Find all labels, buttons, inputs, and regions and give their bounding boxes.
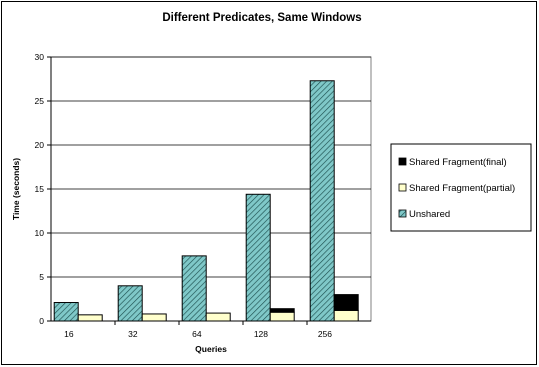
bar-shared-partial: [77, 314, 103, 322]
legend: Shared Fragment(final) Shared Fragment(pa…: [390, 143, 532, 232]
legend-box: [390, 143, 532, 232]
x-axis-label: Queries: [195, 344, 227, 354]
x-tick-label: 128: [254, 329, 268, 339]
legend-entry: Shared Fragment(final): [409, 157, 507, 168]
legend-entry: Shared Fragment(partial): [409, 183, 515, 194]
bar-unshared: [53, 302, 79, 322]
y-axis-label: Time (seconds): [11, 158, 21, 220]
y-tick-label: 20: [35, 140, 45, 150]
chart-title: Different Predicates, Same Windows: [162, 12, 361, 24]
legend-swatch: [398, 209, 407, 218]
y-tick-label: 10: [35, 228, 45, 238]
bar-unshared: [117, 285, 143, 322]
y-tick-label: 5: [39, 272, 44, 282]
legend-swatch: [398, 183, 407, 192]
y-tick-label: 30: [35, 52, 45, 62]
bar-shared-partial: [269, 311, 295, 322]
bar-shared-final: [269, 308, 295, 313]
x-tick-label: 64: [192, 329, 202, 339]
bar-shared-partial: [333, 309, 359, 322]
bar-unshared: [181, 255, 207, 322]
x-tick-label: 32: [128, 329, 138, 339]
y-tick-label: 25: [35, 96, 45, 106]
legend-entry: Unshared: [409, 209, 450, 220]
bar-unshared: [245, 193, 271, 322]
bar-unshared: [309, 80, 335, 322]
x-tick-label: 16: [64, 329, 74, 339]
legend-swatch: [398, 157, 407, 166]
x-tick-label: 256: [318, 329, 332, 339]
bar-shared-partial: [141, 313, 167, 322]
y-tick-label: 15: [35, 184, 45, 194]
bar-shared-final: [333, 294, 359, 311]
y-tick-label: 0: [39, 316, 44, 326]
bar-shared-partial: [205, 312, 231, 322]
